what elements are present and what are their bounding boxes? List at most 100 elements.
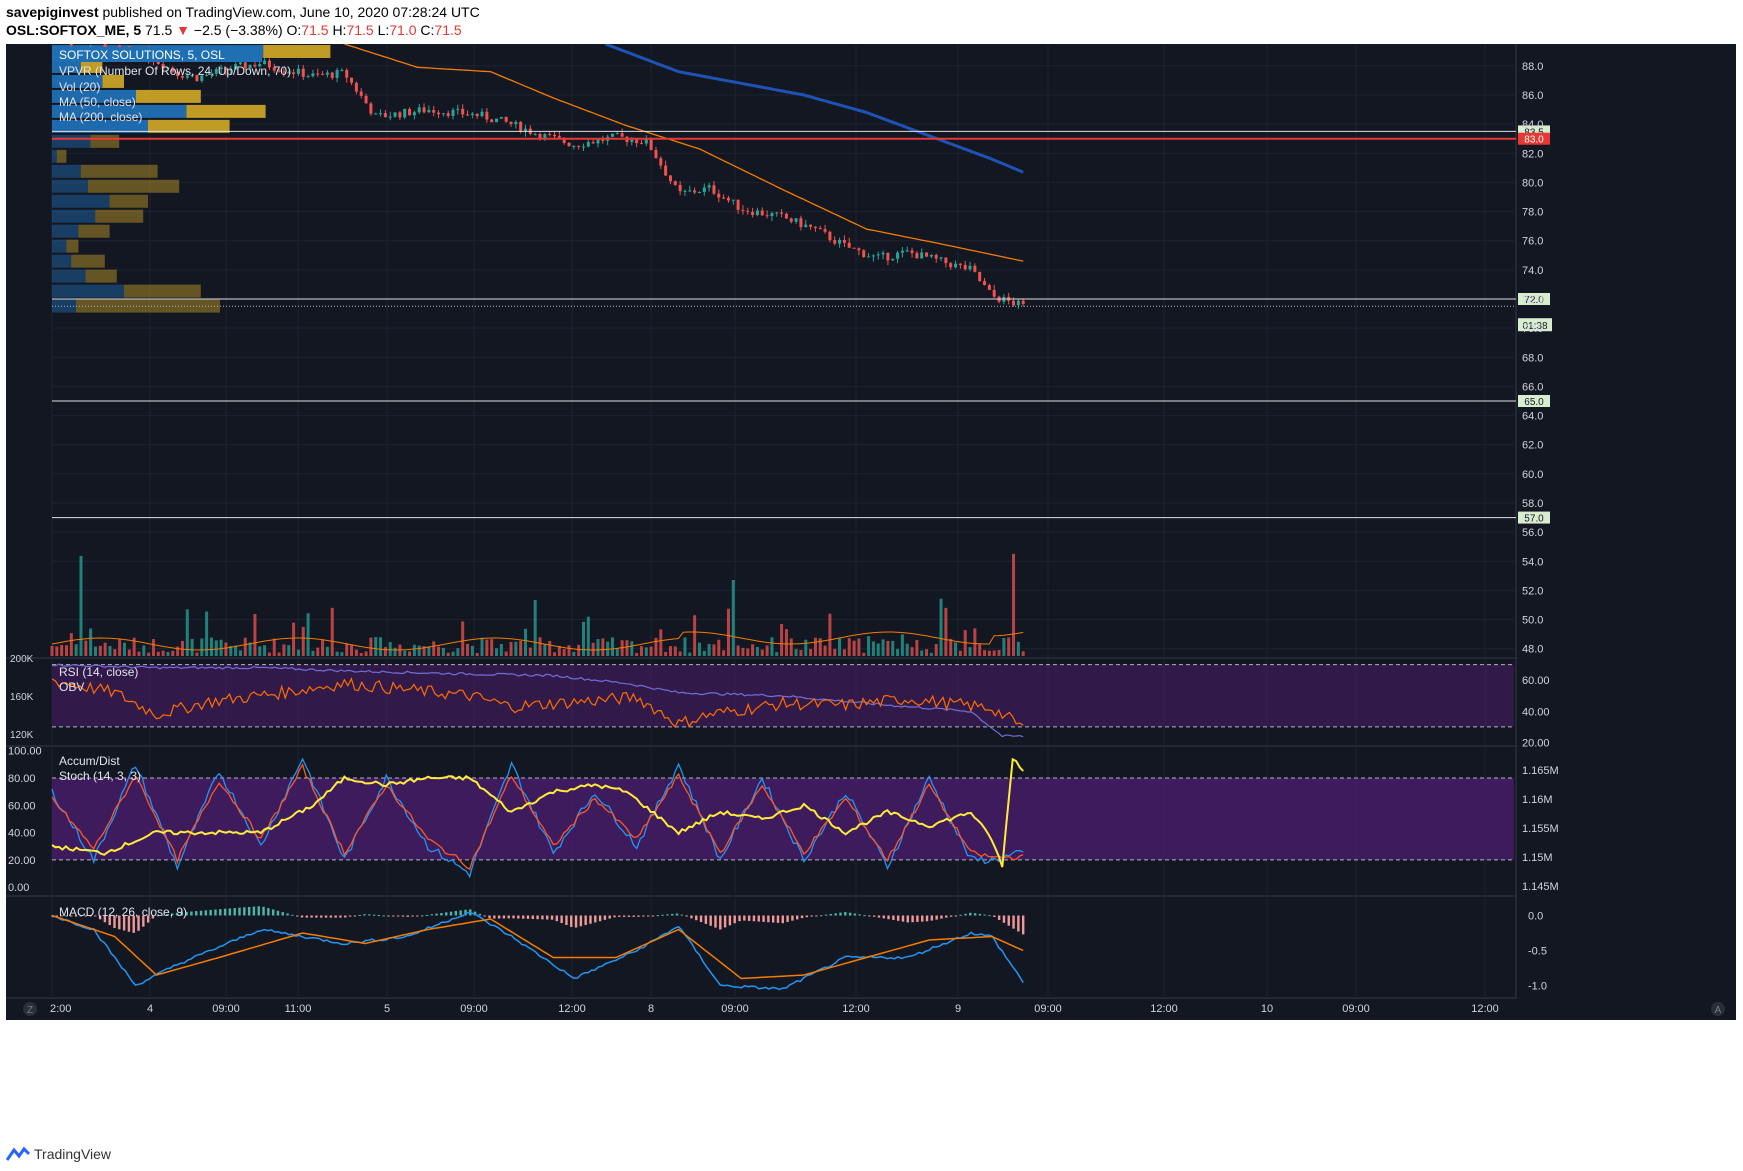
macd-histogram-bar [396,915,400,917]
footer-brand[interactable]: TradingView [34,1146,112,1162]
volume-bar [842,649,846,656]
candle-body [437,112,441,115]
volume-bar [944,607,948,656]
macd-histogram-bar [238,907,241,916]
tradingview-logo-icon[interactable] [6,1145,30,1163]
macd-histogram-bar [478,913,482,916]
rsi-label[interactable]: RSI (14, close) [59,665,138,679]
candle-body [659,158,663,166]
volume-bar [688,652,692,656]
auto-scale-icon-glyph: A [1715,1005,1722,1016]
volume-bar [55,646,59,656]
macd-histogram-bar [757,915,760,922]
macd-histogram-bar [190,911,193,916]
time-tick-label: 10 [1261,1003,1273,1015]
legend-vpvr[interactable]: VPVR (Number Of Rows, 24, Up/Down, 70) [59,64,291,78]
candle-body [929,254,933,257]
candle-body [441,113,445,115]
macd-histogram-bar [339,915,342,918]
candle-body [963,264,967,270]
candle-body [282,71,286,73]
macd-histogram-bar [685,915,688,917]
macd-histogram-bar [940,915,943,919]
candle-body [910,250,914,254]
candle-body [504,116,508,122]
macd-histogram-bar [84,915,87,917]
macd-histogram-bar [132,915,135,933]
volume-bar [272,638,276,656]
candle-body [330,72,334,78]
accum-dist-tick-label: 1.165M [1522,765,1559,777]
macd-histogram-bar [771,915,775,923]
volume-bar [253,614,257,656]
volume-bar [311,650,315,656]
macd-histogram-bar [526,915,530,919]
macd-histogram-bar [820,915,823,917]
legend-ma200[interactable]: MA (200, close) [59,110,142,124]
candle-body [886,252,890,261]
macd-histogram-bar [228,908,232,916]
volume-bar [915,639,919,656]
legend-ma50[interactable]: MA (50, close) [59,95,136,109]
candle-body [379,113,383,115]
accum-dist-tick-label: 1.155M [1522,823,1559,835]
macd-histogram-bar [574,915,578,928]
volume-bar [490,639,494,656]
legend-vol[interactable]: Vol (20) [59,80,100,94]
countdown-label: 01:38 [1522,321,1547,332]
macd-histogram-bar [959,914,962,916]
stoch-label[interactable]: Stoch (14, 3, 3) [59,769,141,783]
vpvr-up-bar [52,164,81,178]
macd-histogram-bar [344,915,347,918]
candle-body [871,255,875,257]
low-value: 71.0 [389,22,417,38]
volume-bar [147,652,151,656]
macd-histogram-bar [646,915,650,917]
volume-bar [118,639,122,656]
volume-bar [784,629,788,656]
volume-tick-label: 120K [10,730,34,741]
volume-bar [741,647,745,656]
candle-body [277,70,281,72]
chart-canvas[interactable]: 83.583.072.065.057.001:38 88.086.084.082… [6,44,1736,1020]
volume-bar [649,646,653,656]
time-axis[interactable]: 2:00 4 09:00 11:00 5 09:00 12:00 8 09:00 12:00 9 09… [50,1003,1499,1015]
volume-bar [200,638,204,656]
macd-histogram-bar [223,908,227,916]
macd-histogram-bar [305,915,309,918]
candle-body [422,107,426,113]
macd-tick-label: -0.5 [1528,946,1547,958]
zoom-icon[interactable] [23,1002,37,1016]
legend-title[interactable]: SOFTOX SOLUTIONS, 5, OSL [59,48,225,62]
volume-bar [108,645,112,656]
candle-body [548,134,552,136]
candle-body [741,209,745,211]
macd-histogram-bar [719,915,722,930]
volume-bar [548,640,552,656]
candle-body [466,114,470,116]
candle-body [432,110,436,113]
macd-histogram-bar [565,915,568,926]
candle-body [712,185,716,194]
published-text: published on TradingView.com, June 10, 2… [102,4,480,20]
volume-bar [412,644,416,656]
candle-body [345,69,349,78]
obv-label[interactable]: OBV [59,680,84,694]
candle-body [200,75,204,81]
macd-histogram-bar [834,913,837,916]
volume-bar [794,649,798,656]
volume-bar [635,652,639,656]
vpvr-down-bar [71,254,105,268]
macd-histogram-bar [74,915,78,917]
macd-label[interactable]: MACD (12, 26, close, 9) [59,905,187,919]
macd-histogram-bar [550,915,554,920]
candle-body [939,257,943,259]
indicator-lines [50,44,1025,991]
publisher-name[interactable]: savepiginvest [6,4,99,20]
candle-body [688,190,692,192]
candle-body [620,133,624,137]
auto-scale-icon[interactable] [1711,1002,1725,1016]
accum-dist-label[interactable]: Accum/Dist [59,754,120,768]
candle-body [596,139,600,144]
volume-bar [591,642,595,656]
